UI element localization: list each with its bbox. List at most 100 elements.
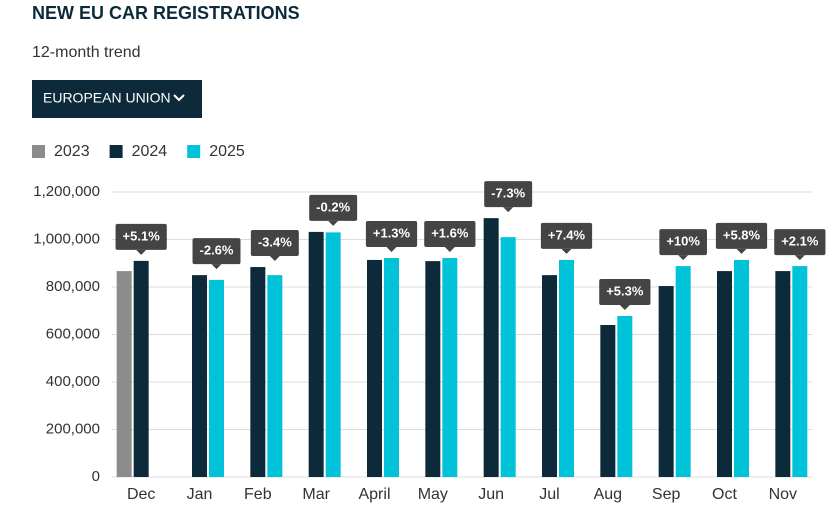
x-tick-label: May (418, 486, 448, 503)
callout-tail (269, 256, 280, 262)
bar (717, 271, 732, 477)
change-label: -0.2% (316, 199, 350, 214)
callout-tail (444, 247, 455, 253)
change-label: +2.1% (781, 234, 819, 249)
bar (250, 267, 266, 477)
chart-subtitle: 12-month trend (32, 44, 141, 61)
bar (542, 275, 557, 477)
legend-swatch (187, 145, 201, 158)
callout-tail (503, 207, 514, 213)
bar (617, 315, 633, 477)
x-tick-label: Feb (244, 486, 272, 503)
y-tick-label: 0 (92, 468, 100, 485)
x-tick-label: Mar (302, 486, 330, 503)
change-label: +5.1% (123, 228, 161, 243)
change-label: -3.4% (258, 234, 292, 249)
change-callout: -3.4% (250, 230, 299, 262)
x-tick-label: April (358, 486, 390, 503)
callout-box (250, 230, 299, 257)
bar (600, 325, 616, 477)
change-callout: -2.6% (192, 238, 241, 270)
callout-box (774, 229, 826, 256)
y-tick-label: 400,000 (46, 373, 100, 390)
y-tick-label: 1,200,000 (33, 183, 100, 200)
change-callout: +2.1% (774, 229, 826, 261)
bar (384, 258, 399, 477)
callout-tail (561, 248, 572, 254)
callout-tail (736, 248, 747, 254)
callout-box (115, 223, 167, 250)
callout-tail (678, 255, 689, 261)
x-tick-label: Jul (539, 486, 559, 503)
bar (675, 266, 691, 477)
dropdown-box[interactable] (32, 80, 202, 118)
bar (267, 275, 283, 477)
bar (325, 232, 341, 477)
legend-label: 2025 (209, 143, 245, 160)
change-label: +10% (666, 234, 700, 249)
callout-tail (136, 249, 147, 255)
callout-tail (328, 220, 339, 226)
change-callout: +5.3% (599, 278, 651, 310)
bar (425, 261, 441, 477)
change-callout: +1.6% (424, 221, 476, 253)
bar (792, 266, 808, 477)
y-tick-label: 1,000,000 (33, 230, 100, 247)
change-callout: +7.4% (540, 222, 593, 254)
legend-swatch (109, 145, 123, 158)
callout-tail (386, 247, 397, 253)
legend-label: 2024 (132, 143, 168, 160)
change-callout: +5.8% (715, 222, 768, 254)
bar (658, 286, 674, 477)
callout-box (484, 181, 533, 208)
callout-box (309, 194, 358, 221)
change-callout: +10% (659, 229, 707, 261)
chart-title: NEW EU CAR REGISTRATIONS (32, 3, 300, 23)
change-label: -2.6% (200, 243, 234, 258)
callout-box (599, 278, 651, 305)
y-tick-label: 800,000 (46, 278, 100, 295)
x-tick-label: Oct (712, 486, 737, 503)
change-label: +7.4% (548, 227, 586, 242)
callout-box (365, 221, 418, 248)
change-label: -7.3% (491, 186, 525, 201)
dropdown-chevron[interactable] (173, 94, 185, 102)
bar (209, 279, 224, 477)
bar (559, 259, 574, 477)
callout-tail (211, 264, 222, 270)
x-tick-label: Aug (594, 486, 622, 503)
x-tick-label: Nov (769, 486, 797, 503)
bar (116, 271, 132, 477)
bar (734, 259, 749, 477)
legend-swatch (32, 145, 45, 158)
x-tick-label: Sep (652, 486, 681, 503)
region-dropdown[interactable]: EUROPEAN UNION (32, 80, 202, 118)
bar (192, 275, 207, 477)
change-callout: +1.3% (365, 221, 418, 253)
change-label: +1.3% (373, 225, 411, 240)
callout-box (659, 229, 707, 256)
change-callout: -0.2% (309, 194, 358, 226)
bar (133, 260, 149, 477)
legend-label: 2023 (54, 143, 90, 160)
change-label: +1.6% (431, 225, 469, 240)
y-tick-label: 200,000 (46, 420, 100, 437)
bar (442, 258, 458, 477)
bar (775, 271, 791, 477)
dropdown-label[interactable]: EUROPEAN UNION (43, 90, 171, 106)
callout-box (192, 238, 241, 265)
callout-box (715, 222, 768, 249)
callout-box (424, 221, 476, 248)
bar (500, 237, 516, 477)
change-callout: -7.3% (484, 181, 533, 213)
y-tick-label: 600,000 (46, 325, 100, 342)
x-tick-label: Jun (478, 486, 504, 503)
x-tick-label: Dec (127, 486, 155, 503)
change-label: +5.8% (723, 227, 761, 242)
callout-tail (794, 255, 805, 261)
change-label: +5.3% (606, 283, 644, 298)
callout-box (540, 222, 593, 249)
callout-tail (619, 304, 630, 310)
